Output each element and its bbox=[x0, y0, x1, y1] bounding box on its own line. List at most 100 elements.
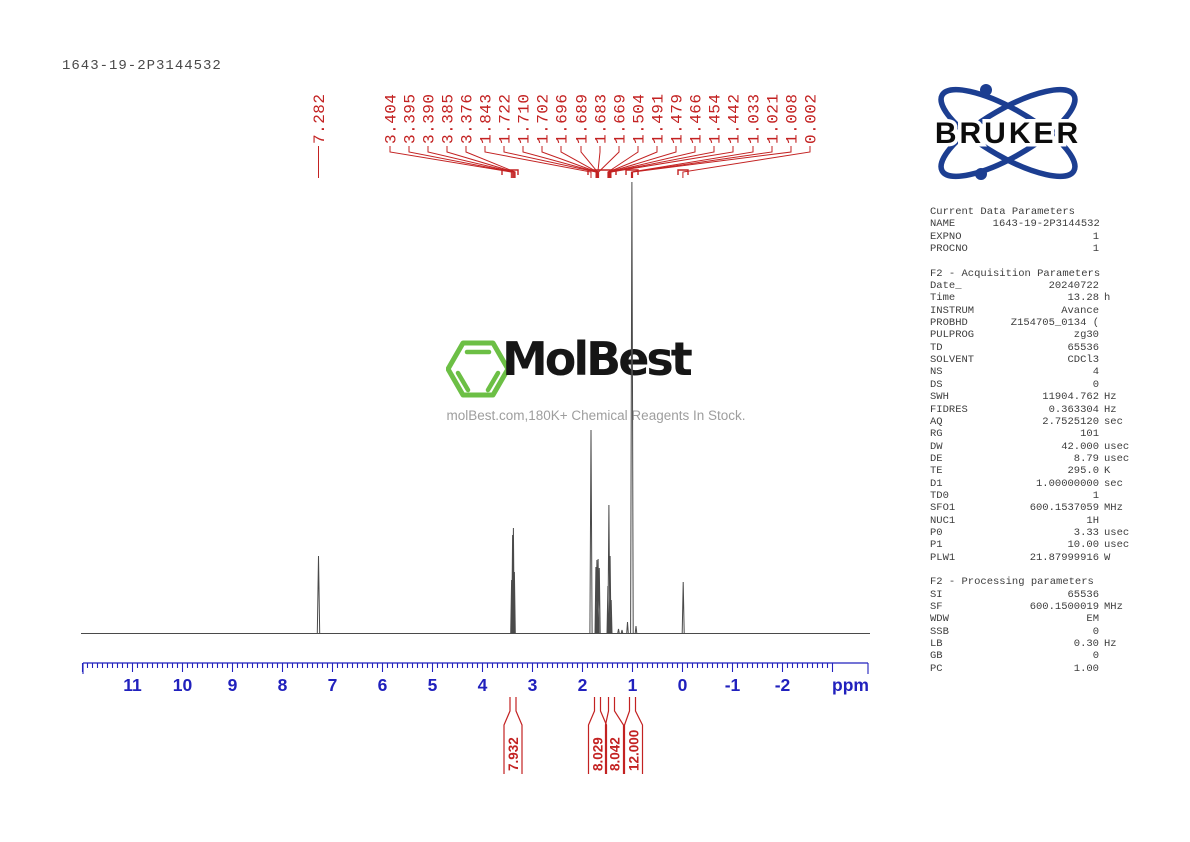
param-row: SFO1 600.1537059 MHz bbox=[930, 502, 1140, 514]
param-unit: sec bbox=[1104, 477, 1123, 490]
peak-ppm-label: 1.702 bbox=[535, 93, 553, 144]
params-section-header: F2 - Processing parameters bbox=[930, 576, 1094, 589]
integral-value: 8.029 bbox=[591, 737, 606, 771]
param-key: PROBHD bbox=[930, 317, 968, 330]
peak-connector bbox=[607, 146, 639, 178]
param-value: Z154705_0134 ( bbox=[1010, 317, 1099, 330]
peak-connector bbox=[609, 146, 715, 178]
peak-ppm-label: 1.843 bbox=[478, 93, 496, 144]
param-unit bbox=[1099, 317, 1140, 329]
param-key: INSTRUM bbox=[930, 304, 975, 317]
param-key: SWH bbox=[930, 391, 949, 404]
param-unit: Hz bbox=[1104, 391, 1117, 404]
param-unit bbox=[1099, 589, 1140, 601]
peak-ppm-label: 3.404 bbox=[383, 93, 401, 144]
peak-connector bbox=[598, 146, 620, 178]
peak-bracket bbox=[625, 169, 639, 175]
peak-ppm-label: 1.033 bbox=[746, 93, 764, 144]
peak-ppm-label: 3.390 bbox=[421, 93, 439, 144]
peak-connector bbox=[560, 146, 598, 178]
molbest-tagline: molBest.com,180K+ Chemical Reagents In S… bbox=[446, 408, 746, 423]
param-key: AQ bbox=[930, 415, 943, 428]
param-unit bbox=[1099, 626, 1140, 638]
param-value: 4 bbox=[1092, 366, 1099, 379]
param-row: PROBHD Z154705_0134 ( bbox=[930, 317, 1140, 329]
peak-connector-lines bbox=[318, 146, 811, 178]
peak-ppm-label: 3.385 bbox=[440, 93, 458, 144]
bruker-orbits-icon bbox=[938, 84, 1078, 180]
param-unit: Hz bbox=[1104, 638, 1117, 651]
peak-bracket bbox=[677, 169, 689, 175]
param-value: 600.1537059 bbox=[1029, 502, 1099, 515]
param-row: TD0 1 bbox=[930, 490, 1140, 502]
peak-connector bbox=[682, 146, 811, 178]
param-unit: usec bbox=[1104, 526, 1130, 539]
param-key: NAME bbox=[930, 218, 956, 231]
param-unit: Hz bbox=[1104, 403, 1117, 416]
peak-connector bbox=[522, 146, 598, 178]
param-row: P1 10.00 usec bbox=[930, 539, 1140, 551]
param-value: 2.7525120 bbox=[1042, 415, 1099, 428]
param-unit: usec bbox=[1104, 440, 1130, 453]
peak-connector bbox=[608, 146, 677, 178]
param-row: Time 13.28 h bbox=[930, 292, 1140, 304]
peak-connector bbox=[630, 146, 754, 178]
param-key: SI bbox=[930, 588, 943, 601]
peak-ppm-labels: 7.282 3.404 3.395 3.390 3.385 3.376 1.843 1.722… bbox=[311, 93, 821, 144]
param-key: RG bbox=[930, 428, 943, 441]
peak-ppm-label: 1.021 bbox=[765, 93, 783, 144]
integral-funnel bbox=[604, 697, 625, 774]
param-row: AQ 2.7525120 sec bbox=[930, 416, 1140, 428]
params-section-gap bbox=[930, 564, 1140, 576]
axis-tick-label: 11 bbox=[123, 675, 142, 695]
param-row: PLW1 21.87999916 W bbox=[930, 552, 1140, 564]
param-value: 0 bbox=[1092, 650, 1099, 663]
param-unit bbox=[1099, 354, 1140, 366]
molbest-hexagon-icon bbox=[445, 340, 511, 398]
peak-connector bbox=[609, 146, 696, 178]
param-row: SSB 0 bbox=[930, 626, 1140, 638]
spectrum-trace bbox=[81, 181, 870, 634]
param-value: 1.00 bbox=[1073, 662, 1099, 675]
param-row: DE 8.79 usec bbox=[930, 453, 1140, 465]
param-value: 1.00000000 bbox=[1035, 477, 1099, 490]
integral-funnel bbox=[587, 697, 608, 774]
peak-connector bbox=[408, 146, 513, 178]
param-row: EXPNO 1 bbox=[930, 231, 1140, 243]
param-row: Date_ 20240722 bbox=[930, 280, 1140, 292]
integral-funnel bbox=[503, 697, 523, 774]
axis-tick-label: 0 bbox=[678, 675, 688, 695]
param-unit bbox=[1099, 663, 1140, 675]
peak-ppm-label: 1.669 bbox=[612, 93, 630, 144]
peak-ppm-label: 0.002 bbox=[803, 93, 821, 144]
param-row: SF 600.1500019 MHz bbox=[930, 601, 1140, 613]
peak-ppm-label: 1.689 bbox=[574, 93, 592, 144]
axis-tick-label: 7 bbox=[328, 675, 338, 695]
param-unit: usec bbox=[1104, 452, 1130, 465]
param-key: NUC1 bbox=[930, 514, 956, 527]
param-value: 11904.762 bbox=[1042, 391, 1099, 404]
nmr-spectrum-line bbox=[81, 181, 870, 634]
param-key: D1 bbox=[930, 477, 943, 490]
param-unit bbox=[1099, 613, 1140, 625]
integral-labels: 7.932 8.029 8.042 12.000 bbox=[503, 697, 644, 774]
integral-value: 7.932 bbox=[506, 737, 521, 771]
param-value: EM bbox=[1086, 613, 1099, 626]
param-value: 10.00 bbox=[1067, 539, 1099, 552]
peak-connector bbox=[427, 146, 514, 178]
param-value: 65536 bbox=[1067, 341, 1099, 354]
peak-ppm-label: 1.466 bbox=[688, 93, 706, 144]
param-row: RG 101 bbox=[930, 428, 1140, 440]
param-unit bbox=[1100, 218, 1140, 230]
peak-bracket-bars bbox=[501, 169, 689, 175]
param-unit bbox=[1099, 342, 1140, 354]
axis-tick-label: 6 bbox=[378, 675, 388, 695]
param-row: D1 1.00000000 sec bbox=[930, 478, 1140, 490]
param-unit: W bbox=[1104, 551, 1111, 564]
peak-connector bbox=[389, 146, 512, 178]
peak-ppm-label: 1.491 bbox=[650, 93, 668, 144]
param-value: Avance bbox=[1061, 304, 1099, 317]
param-value: 8.79 bbox=[1073, 452, 1099, 465]
param-row: TD 65536 bbox=[930, 342, 1140, 354]
